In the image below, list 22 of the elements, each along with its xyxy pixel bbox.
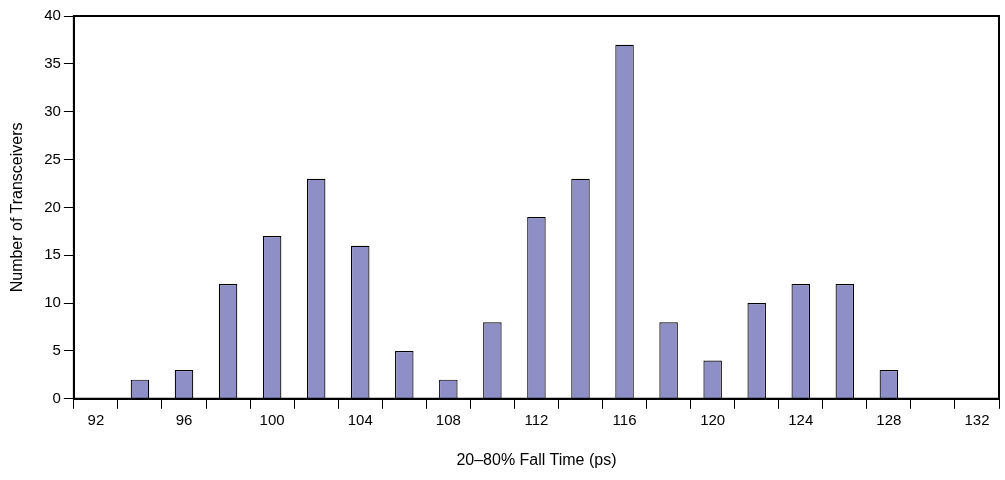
x-tick-label: 128 xyxy=(876,410,902,428)
x-tick-label: 116 xyxy=(612,410,637,428)
y-tick-label: 0 xyxy=(52,388,61,406)
x-tick-label: 100 xyxy=(259,410,285,428)
x-tick-label: 108 xyxy=(435,410,461,428)
x-tick-label: 124 xyxy=(788,410,814,428)
x-tick-label: 92 xyxy=(87,410,105,428)
x-tick-label: 120 xyxy=(700,410,726,428)
y-tick-label: 30 xyxy=(44,101,61,119)
x-tick-label: 96 xyxy=(175,410,193,428)
y-tick-label: 5 xyxy=(52,341,61,359)
x-tick-label: 104 xyxy=(347,410,373,428)
y-tick-label: 10 xyxy=(44,293,61,311)
x-tick-label: 132 xyxy=(964,410,990,428)
x-tick-label: 112 xyxy=(524,410,549,428)
x-axis-title: 20–80% Fall Time (ps) xyxy=(456,450,617,468)
y-axis-title: Number of Transceivers xyxy=(8,122,26,293)
y-tick-label: 40 xyxy=(44,6,61,24)
y-tick-label: 25 xyxy=(44,149,61,167)
y-tick-label: 20 xyxy=(44,197,61,215)
y-tick-label: 35 xyxy=(44,53,61,71)
y-tick-label: 15 xyxy=(44,245,61,263)
